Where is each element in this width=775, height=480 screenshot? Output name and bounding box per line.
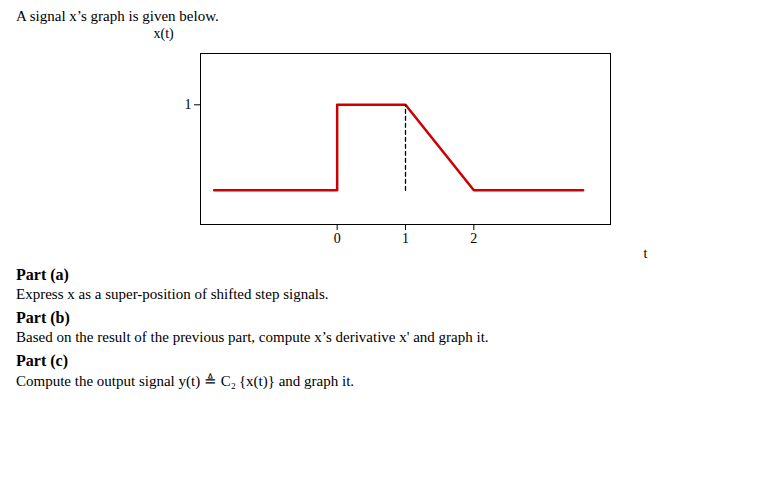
html-text:Based on the result of the pre: Based on the result of the previous part… bbox=[16, 329, 489, 345]
svg-text:x(t): x(t) bbox=[154, 26, 175, 42]
svg-text:2: 2 bbox=[470, 231, 477, 246]
svg-text:1: 1 bbox=[402, 231, 409, 246]
svg-text:t: t bbox=[644, 246, 648, 261]
html-text:Compute the output signal y(t): Compute the output signal y(t) ≜ C₂ {x(t… bbox=[16, 373, 355, 389]
html-text:Part (b): Part (b) bbox=[16, 309, 70, 326]
html-text:Part (a): Part (a) bbox=[16, 266, 69, 283]
svg-text:1: 1 bbox=[185, 97, 192, 112]
html-text:A signal x’s graph is given be: A signal x’s graph is given below. bbox=[16, 8, 219, 24]
html-text:Part (c): Part (c) bbox=[16, 352, 68, 369]
html-text:Express x as a super-position: Express x as a super-position of shifted… bbox=[16, 286, 329, 302]
svg-text:0: 0 bbox=[334, 231, 341, 246]
